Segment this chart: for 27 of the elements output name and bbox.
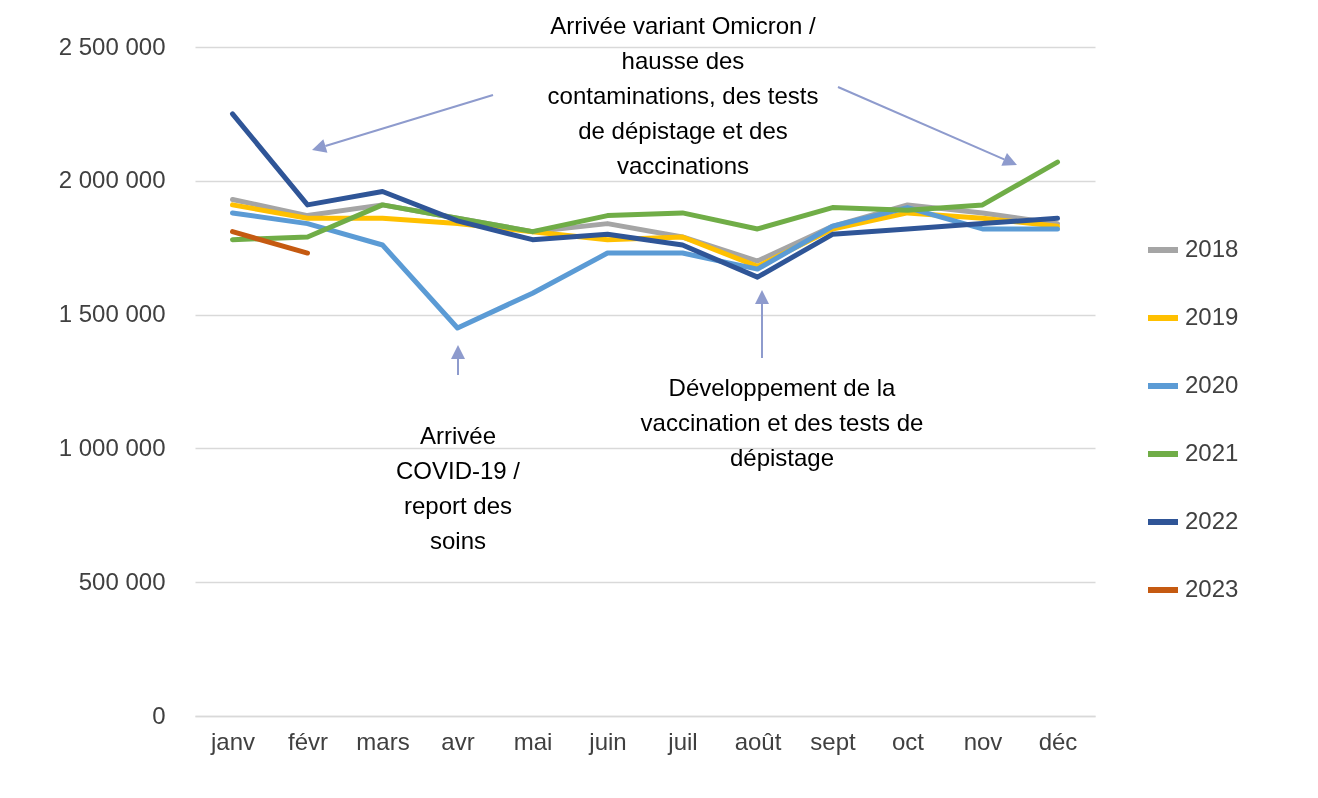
x-tick-label: juil — [667, 727, 698, 755]
x-tick-label: janv — [209, 727, 256, 755]
legend-label: 2019 — [1185, 303, 1239, 330]
y-tick-label: 2 500 000 — [58, 32, 166, 60]
annotation: Développement de la vaccination et des tests de dépistage — [639, 373, 925, 473]
x-tick-label: déc — [1038, 727, 1078, 755]
y-tick-label: 500 000 — [78, 567, 166, 595]
legend-label: 2018 — [1185, 235, 1239, 262]
x-tick-label: août — [734, 727, 782, 755]
y-tick-label: 1 000 000 — [58, 433, 166, 461]
y-tick-label: 0 — [152, 701, 166, 729]
annotation: Arrivée COVID-19 / report des soins — [395, 421, 521, 556]
x-tick-label: mars — [356, 727, 410, 755]
x-tick-label: févr — [287, 727, 329, 755]
x-tick-label: juin — [588, 727, 627, 755]
x-tick-label: sept — [810, 727, 857, 755]
legend-label: 2023 — [1185, 575, 1239, 602]
annotation: Arrivée variant Omicron / hausse des contaminations, des tests de dépistage et des vaccinations — [546, 11, 820, 181]
x-tick-label: oct — [891, 727, 925, 755]
x-tick-label: nov — [963, 727, 1003, 755]
legend-label: 2020 — [1185, 371, 1239, 398]
x-tick-label: mai — [513, 727, 553, 755]
y-tick-label: 1 500 000 — [58, 300, 166, 328]
legend-label: 2021 — [1185, 439, 1239, 466]
y-tick-label: 2 000 000 — [58, 166, 166, 194]
x-tick-label: avr — [441, 727, 475, 755]
legend-label: 2022 — [1185, 507, 1239, 534]
